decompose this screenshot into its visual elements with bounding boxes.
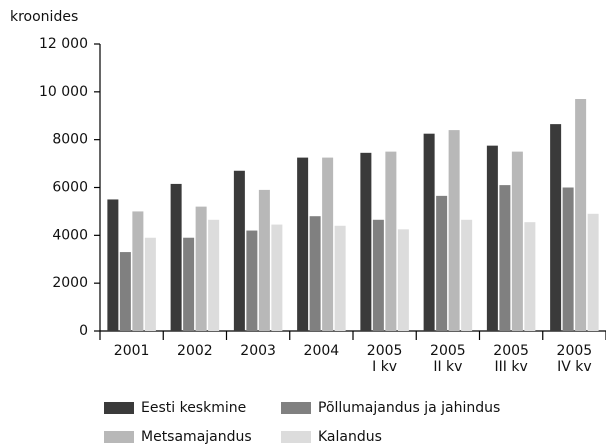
- legend-swatch: [281, 402, 311, 414]
- bar: [170, 183, 182, 331]
- x-tick-label: 2005 II kv: [430, 343, 466, 375]
- bar: [423, 133, 435, 331]
- bar: [550, 124, 562, 331]
- bar: [448, 130, 460, 331]
- x-tick-label: 2004: [303, 343, 340, 359]
- bar: [360, 152, 372, 331]
- bar: [436, 195, 448, 331]
- bar: [144, 237, 156, 331]
- legend-swatch: [281, 431, 311, 443]
- bar: [511, 151, 523, 331]
- x-tick-label: 2005 IV kv: [556, 343, 593, 375]
- bar: [271, 224, 283, 331]
- bar: [587, 213, 599, 331]
- bar: [575, 99, 587, 331]
- bar: [322, 157, 334, 331]
- bar: [334, 225, 346, 331]
- bar: [208, 219, 220, 331]
- y-tick-label: 10 000: [39, 84, 88, 100]
- legend-swatch: [104, 402, 134, 414]
- y-tick-label: 0: [79, 323, 88, 339]
- bar: [499, 185, 511, 331]
- x-tick-label: 2001: [113, 343, 150, 359]
- x-tick-label: 2005 III kv: [493, 343, 529, 375]
- legend-label: Eesti keskmine: [141, 400, 246, 416]
- x-tick-label: 2002: [177, 343, 213, 359]
- bar: [297, 157, 309, 331]
- legend-label: Põllumajandus ja jahindus: [318, 400, 500, 416]
- bar: [461, 219, 473, 331]
- bar: [183, 237, 195, 331]
- bar: [233, 170, 245, 331]
- bar: [397, 229, 409, 331]
- y-tick-label: 6000: [52, 180, 88, 196]
- bar: [385, 151, 397, 331]
- legend-label: Kalandus: [318, 429, 382, 445]
- y-tick-label: 2000: [52, 275, 88, 291]
- bar: [524, 222, 536, 331]
- y-tick-label: 8000: [52, 132, 88, 148]
- x-tick-label: 2003: [240, 343, 276, 359]
- y-axis-label: kroonides: [10, 9, 78, 25]
- legend-label: Metsamajandus: [141, 429, 252, 445]
- bar: [562, 187, 574, 331]
- bar: [132, 211, 144, 331]
- x-tick-label: 2005 I kv: [366, 343, 403, 375]
- bar: [246, 230, 258, 331]
- y-tick-label: 4000: [52, 227, 88, 243]
- bar: [309, 216, 321, 331]
- bar: [258, 189, 270, 331]
- legend-swatch: [104, 431, 134, 443]
- bar: [372, 219, 384, 331]
- y-tick-label: 12 000: [39, 36, 88, 52]
- bar: [486, 145, 498, 331]
- bar: [119, 252, 131, 331]
- bar: [107, 199, 119, 331]
- bar: [195, 206, 207, 331]
